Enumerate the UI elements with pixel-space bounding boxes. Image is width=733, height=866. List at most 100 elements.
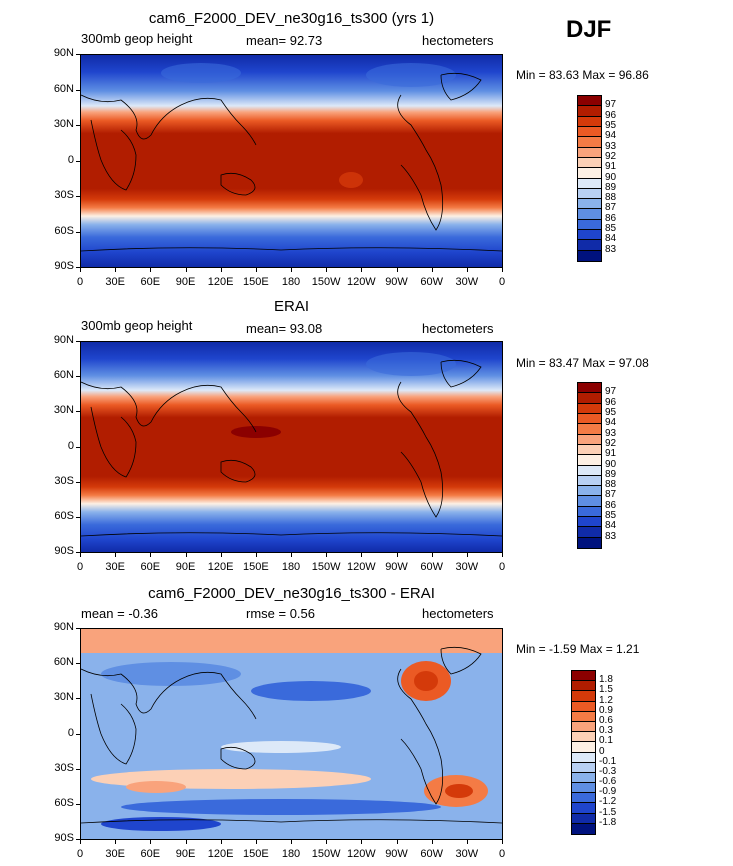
panel-1-ytick-label: 60N [53,82,74,95]
colorbar-label: 83 [605,530,617,542]
panel-2-minmax: Min = 83.47 Max = 97.08 [516,356,649,370]
panel-2-xtick-mark [150,553,152,557]
panel-1-ytick-label: 90S [54,260,74,272]
colorbar-cell [578,126,601,138]
panel-2-ytick-mark [76,481,80,483]
colorbar-cell [578,230,601,241]
colorbar-cell [578,178,601,189]
panel-3-xtick-mark [80,840,81,844]
panel-1-map [80,54,503,268]
season-label: DJF [566,16,612,43]
panel-3-xtick-label: 90E [175,848,196,860]
panel-2-ytick-mark [76,411,80,413]
colorbar-cell [572,823,595,834]
colorbar-cell [578,496,601,507]
colorbar-cell [572,793,595,804]
panel-3-ytick-mark [76,768,80,770]
panel-2-xtick-label: 60W [420,561,443,573]
colorbar-cell [572,671,595,682]
panel-3-ytick-mark [76,803,80,805]
colorbar-label: 89 [605,181,617,193]
panel-1-mean: mean= 92.73 [246,33,323,48]
panel-1-ytick-mark [76,89,80,91]
panel-3-ytick-label: 30S [54,761,74,774]
colorbar-cell [578,527,601,538]
panel-2-xtick-label: 150E [242,561,269,573]
colorbar-label: -0.3 [599,765,617,777]
colorbar-label: 85 [605,510,617,522]
panel-1-title: cam6_F2000_DEV_ne30g16_ts300 (yrs 1) [148,10,435,27]
panel-3-xtick-label: 180 [281,848,301,860]
panel-1-xtick-mark [361,268,363,272]
panel-2-colorbar [577,382,602,549]
colorbar-cell [578,444,601,456]
colorbar-label: -0.6 [599,776,617,788]
colorbar-cell [578,137,601,148]
panel-2-xtick-mark [115,553,117,557]
panel-3-xtick-mark [220,840,222,844]
panel-3-ytick-mark [76,698,80,700]
colorbar-label: 94 [605,130,617,142]
panel-1-xtick-label: 120E [207,276,234,288]
colorbar-cell [578,424,601,435]
colorbar-cell [578,106,601,117]
panel-3-ytick-label: 30N [53,691,74,704]
panel-1-xtick-label: 30E [105,276,125,288]
panel-2-xtick-mark [255,553,257,557]
panel-3-xtick-mark [291,840,292,844]
panel-3-map-svg [81,629,502,839]
panel-1-xtick-mark [80,268,81,272]
panel-1-xtick-mark [431,268,433,272]
panel-3-xtick-label: 90W [385,848,408,860]
panel-1-xtick-mark [466,268,468,272]
panel-2-xtick-label: 30E [105,561,125,573]
panel-3-xtick-mark [502,840,503,844]
colorbar-cell [572,762,595,773]
panel-2-left-label: 300mb geop height [81,318,193,333]
panel-3-ytick-label: 0 [67,726,74,739]
panel-2-ytick-mark [76,552,80,553]
colorbar-cell [578,434,601,445]
colorbar-label: 1.2 [599,694,613,706]
coastlines-2 [81,359,502,537]
panel-1-xtick-mark [150,268,152,272]
panel-2-xtick-label: 60E [140,561,161,573]
colorbar-cell [572,691,595,702]
panel-1-xtick-mark [396,268,398,272]
colorbar-label: 87 [605,202,617,214]
panel-3-xtick-label: 0 [498,848,506,860]
panel-3-ytick-label: 60S [54,796,74,809]
colorbar-label: 92 [605,150,617,162]
colorbar-label: 86 [605,499,617,511]
panel-2-xtick-mark [466,553,468,557]
panel-2-ytick-label: 60S [54,509,74,522]
panel-2-map [80,341,503,553]
panel-2-xtick-mark [396,553,398,557]
colorbar-cell [572,711,595,722]
colorbar-cell [578,199,601,210]
colorbar-cell [578,506,601,518]
colorbar-label: 97 [605,386,617,398]
panel-3-xtick-label: 120W [346,848,376,860]
colorbar-cell [572,783,595,794]
panel-2-ytick-label: 90S [54,545,74,557]
panel-2-xtick-label: 120W [346,561,376,573]
colorbar-label: 0.9 [599,704,613,716]
colorbar-cell [572,752,595,763]
panel-1-xtick-label: 90W [385,276,408,288]
panel-3-xtick-mark [115,840,117,844]
colorbar-cell [578,188,601,200]
panel-2-xtick-mark [220,553,222,557]
panel-1-xtick-label: 180 [281,276,301,288]
panel-2-xtick-mark [326,553,328,557]
panel-2-xtick-label: 30W [455,561,479,573]
colorbar-cell [578,413,601,425]
panel-3-ytick-mark [76,663,80,665]
panel-3-xtick-label: 60W [420,848,443,860]
colorbar-cell [578,147,601,158]
colorbar-cell [578,455,601,466]
colorbar-label: -1.2 [599,796,617,808]
colorbar-label: 0 [599,745,605,757]
panel-1-xtick-mark [185,268,187,272]
panel-1-ytick-label: 60S [54,224,74,237]
